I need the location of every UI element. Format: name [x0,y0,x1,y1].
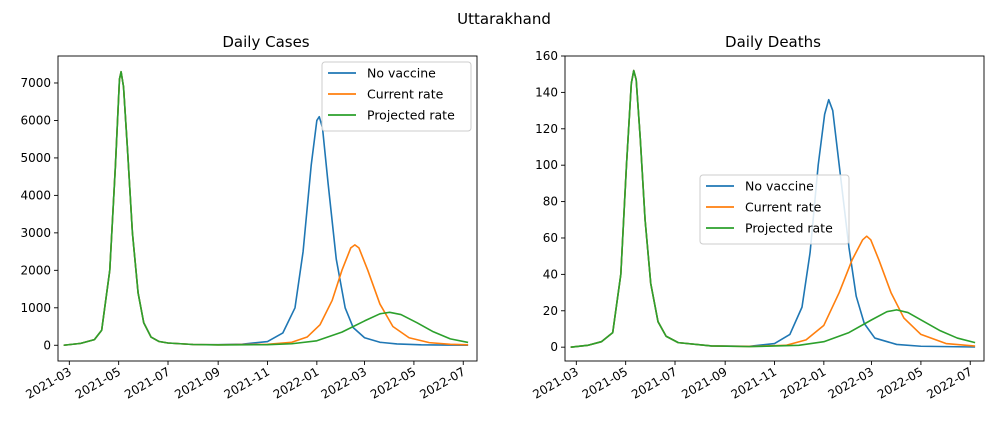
cases-y-tick-label: 4000 [20,188,51,202]
deaths-y-tick-label: 60 [543,231,558,245]
cases-legend-label-current-rate: Current rate [367,87,444,102]
cases-y-tick-label: 7000 [20,76,51,90]
deaths-y-tick-label: 100 [535,158,558,172]
cases-y-tick-label: 1000 [20,301,51,315]
deaths-y-tick-label: 80 [543,195,558,209]
deaths-legend: No vaccine Current rate Projected rate [699,174,850,245]
deaths-y-tick-label: 120 [535,122,558,136]
cases-y-tick-label: 5000 [20,151,51,165]
deaths-legend-label-no-vaccine: No vaccine [745,179,814,194]
cases-legend-box [321,61,472,132]
deaths-legend-label-current-rate: Current rate [745,200,822,215]
cases-y-tick-label: 2000 [20,263,51,277]
deaths-series-group [570,69,976,348]
deaths-y-tick-label: 0 [550,340,558,354]
cases-legend-label-projected-rate: Projected rate [367,108,455,123]
deaths-chart-title: Daily Deaths [725,33,821,51]
cases-y-tick-label: 3000 [20,226,51,240]
deaths-legend-label-projected-rate: Projected rate [745,221,833,236]
cases-series-group [63,70,469,347]
figure-suptitle: Uttarakhand [457,10,551,28]
deaths-y-tick-label: 140 [535,85,558,99]
cases-y-tick-label: 6000 [20,113,51,127]
deaths-y-tick-label: 160 [535,49,558,63]
deaths-y-tick-label: 20 [543,304,558,318]
cases-y-tick-label: 0 [43,338,51,352]
cases-legend: No vaccine Current rate Projected rate [321,61,472,132]
deaths-series-projected-rate [570,69,976,348]
deaths-legend-box [699,174,850,245]
cases-chart-title: Daily Cases [222,33,309,51]
deaths-y-tick-label: 40 [543,267,558,281]
cases-series-projected-rate [63,70,469,347]
cases-legend-label-no-vaccine: No vaccine [367,66,436,81]
